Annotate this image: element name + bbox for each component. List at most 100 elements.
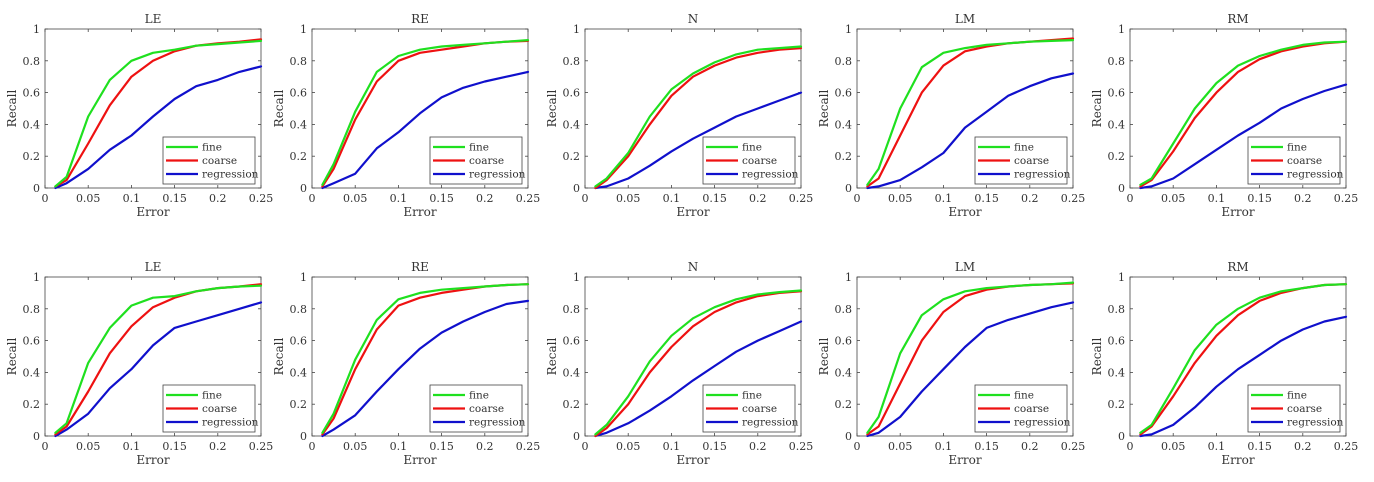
y-axis-label: Recall bbox=[545, 89, 559, 127]
y-tick-label: 1 bbox=[573, 271, 580, 284]
axes-frame bbox=[44, 28, 262, 189]
subplot-6: LE 0 0.05 0.1 0.15 0.2 0.25 0 0.2 0.4 0.6 0.8 1 Error… bbox=[5, 260, 273, 467]
x-tick-label: 0.15 bbox=[429, 192, 454, 205]
x-tick-label: 0.05 bbox=[76, 192, 101, 205]
y-tick-label: 0 bbox=[845, 430, 852, 443]
legend-label-fine: fine bbox=[469, 390, 489, 402]
x-tick-label: 0.05 bbox=[616, 440, 641, 453]
y-tick-label: 1 bbox=[573, 23, 580, 36]
x-axis-label: Error bbox=[1221, 205, 1254, 219]
series-line-regression bbox=[594, 91, 803, 190]
legend-label-fine: fine bbox=[202, 142, 222, 154]
x-tick-label: 0.15 bbox=[974, 192, 999, 205]
subplot-10: RM 0 0.05 0.1 0.15 0.2 0.25 0 0.2 0.4 0.6 0.8 1 Error… bbox=[1090, 260, 1358, 467]
x-tick-label: 0.15 bbox=[702, 440, 727, 453]
x-axis-label: Error bbox=[948, 205, 981, 219]
y-tick-label: 0.6 bbox=[563, 87, 581, 100]
y-tick-label: 0.4 bbox=[835, 366, 853, 379]
y-tick-label: 0.4 bbox=[563, 366, 581, 379]
x-tick-label: 0.2 bbox=[209, 440, 227, 453]
x-tick-label: 0 bbox=[1127, 440, 1134, 453]
y-tick-label: 0.4 bbox=[290, 118, 308, 131]
x-tick-label: 0 bbox=[582, 192, 589, 205]
x-axis-label: Error bbox=[136, 453, 169, 467]
y-tick-label: 0.2 bbox=[835, 398, 853, 411]
legend-label-regression: regression bbox=[742, 417, 799, 429]
y-tick-label: 1 bbox=[300, 271, 307, 284]
y-tick-label: 1 bbox=[33, 271, 40, 284]
x-tick-label: 0.25 bbox=[516, 440, 541, 453]
x-tick-label: 0.2 bbox=[749, 192, 767, 205]
x-tick-label: 0.2 bbox=[476, 192, 494, 205]
x-tick-label: 0.05 bbox=[616, 192, 641, 205]
subplot-8: N 0 0.05 0.1 0.15 0.2 0.25 0 0.2 0.4 0.6 0.8 1 Error R… bbox=[545, 260, 813, 467]
x-tick-label: 0.25 bbox=[1061, 192, 1086, 205]
axes-frame bbox=[584, 28, 802, 189]
x-tick-label: 0.05 bbox=[76, 440, 101, 453]
legend-label-fine: fine bbox=[1287, 142, 1307, 154]
legend-label-coarse: coarse bbox=[1287, 155, 1322, 167]
y-axis-label: Recall bbox=[1090, 89, 1104, 127]
x-tick-label: 0.1 bbox=[663, 440, 681, 453]
x-tick-label: 0.25 bbox=[516, 192, 541, 205]
y-tick-label: 0.6 bbox=[23, 87, 41, 100]
series-line-regression bbox=[866, 301, 1075, 438]
series-line-fine bbox=[54, 284, 263, 434]
legend-label-regression: regression bbox=[202, 169, 259, 181]
x-tick-label: 0 bbox=[854, 192, 861, 205]
series-line-regression bbox=[1139, 83, 1348, 190]
axes-frame bbox=[1129, 276, 1347, 437]
y-axis-label: Recall bbox=[272, 337, 286, 375]
series-line-fine bbox=[1139, 40, 1348, 186]
y-tick-label: 0.2 bbox=[1108, 150, 1126, 163]
y-tick-label: 0 bbox=[1118, 430, 1125, 443]
y-tick-label: 0.8 bbox=[835, 55, 853, 68]
y-tick-label: 0.8 bbox=[23, 303, 41, 316]
x-tick-label: 0.15 bbox=[974, 440, 999, 453]
subplot-7: RE 0 0.05 0.1 0.15 0.2 0.25 0 0.2 0.4 0.6 0.8 1 Error… bbox=[272, 260, 540, 467]
y-tick-label: 0.8 bbox=[563, 55, 581, 68]
x-tick-label: 0.1 bbox=[123, 192, 141, 205]
x-tick-label: 0.25 bbox=[789, 440, 814, 453]
subplot-title: LM bbox=[955, 260, 975, 274]
y-tick-label: 0.2 bbox=[563, 398, 581, 411]
legend-label-fine: fine bbox=[742, 142, 762, 154]
x-tick-label: 0.1 bbox=[935, 440, 953, 453]
legend-label-coarse: coarse bbox=[1014, 155, 1049, 167]
series-line-fine bbox=[594, 45, 803, 188]
subplot-title: LE bbox=[145, 260, 162, 274]
subplot-title: RE bbox=[411, 12, 429, 26]
legend-label-fine: fine bbox=[1014, 390, 1034, 402]
y-tick-label: 0.6 bbox=[290, 87, 308, 100]
x-tick-label: 0.1 bbox=[1208, 440, 1226, 453]
y-tick-label: 0 bbox=[573, 182, 580, 195]
x-tick-label: 0.15 bbox=[1247, 192, 1272, 205]
legend-label-fine: fine bbox=[469, 142, 489, 154]
y-tick-label: 0.8 bbox=[1108, 55, 1126, 68]
x-tick-label: 0 bbox=[42, 440, 49, 453]
x-tick-label: 0 bbox=[1127, 192, 1134, 205]
subplot-title: RM bbox=[1227, 260, 1248, 274]
y-tick-label: 1 bbox=[1118, 23, 1125, 36]
x-tick-label: 0.25 bbox=[249, 192, 274, 205]
x-axis-label: Error bbox=[403, 453, 436, 467]
y-tick-label: 0.2 bbox=[290, 398, 308, 411]
y-axis-label: Recall bbox=[817, 337, 831, 375]
series-line-regression bbox=[866, 72, 1075, 190]
y-tick-label: 0.6 bbox=[563, 335, 581, 348]
legend-label-regression: regression bbox=[1287, 169, 1344, 181]
series-line-fine bbox=[54, 39, 263, 188]
subplot-title: RM bbox=[1227, 12, 1248, 26]
series-line-fine bbox=[866, 38, 1075, 186]
axes-frame bbox=[44, 276, 262, 437]
legend-label-coarse: coarse bbox=[1014, 403, 1049, 415]
y-tick-label: 0 bbox=[573, 430, 580, 443]
y-tick-label: 0 bbox=[300, 182, 307, 195]
y-tick-label: 1 bbox=[845, 271, 852, 284]
x-tick-label: 0 bbox=[309, 192, 316, 205]
x-tick-label: 0.15 bbox=[162, 440, 187, 453]
y-tick-label: 0 bbox=[1118, 182, 1125, 195]
